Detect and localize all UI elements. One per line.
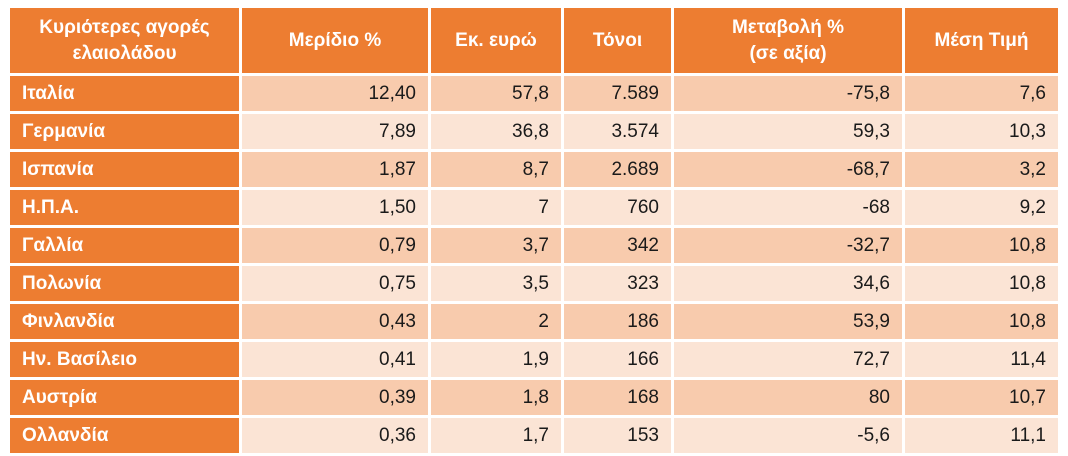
table-row: Πολωνία 0,75 3,5 323 34,6 10,8 [10,266,1058,304]
table-header-row: Κυριότερες αγορές ελαιολάδου Μερίδιο % Ε… [10,8,1058,76]
share-cell: 1,50 [242,190,431,228]
olive-oil-markets-table: Κυριότερες αγορές ελαιολάδου Μερίδιο % Ε… [10,8,1058,456]
tonnes-cell: 760 [564,190,674,228]
change-cell: 72,7 [674,342,905,380]
header-avg-price: Μέση Τιμή [905,8,1058,76]
avg-price-cell: 10,7 [905,380,1058,418]
change-cell: 59,3 [674,114,905,152]
tonnes-cell: 323 [564,266,674,304]
country-cell: Πολωνία [10,266,242,304]
share-cell: 7,89 [242,114,431,152]
million-euro-cell: 3,7 [431,228,564,266]
olive-oil-markets-table-container: Κυριότερες αγορές ελαιολάδου Μερίδιο % Ε… [10,8,1058,456]
million-euro-cell: 1,8 [431,380,564,418]
share-cell: 0,41 [242,342,431,380]
change-cell: -5,6 [674,418,905,456]
change-cell: -75,8 [674,76,905,114]
header-million-euro-label: Εκ. ευρώ [455,29,537,51]
country-cell: Η.Π.Α. [10,190,242,228]
table-row: Ην. Βασίλειο 0,41 1,9 166 72,7 11,4 [10,342,1058,380]
header-avg-price-label: Μέση Τιμή [934,29,1029,51]
avg-price-cell: 7,6 [905,76,1058,114]
avg-price-cell: 10,8 [905,228,1058,266]
tonnes-cell: 7.589 [564,76,674,114]
header-change-line1: Μεταβολή % [731,16,845,38]
country-cell: Φινλανδία [10,304,242,342]
million-euro-cell: 36,8 [431,114,564,152]
header-tonnes-label: Τόνοι [592,29,643,51]
tonnes-cell: 2.689 [564,152,674,190]
million-euro-cell: 8,7 [431,152,564,190]
change-cell: -32,7 [674,228,905,266]
header-tonnes: Τόνοι [564,8,674,76]
avg-price-cell: 11,1 [905,418,1058,456]
country-cell: Γαλλία [10,228,242,266]
million-euro-cell: 7 [431,190,564,228]
country-cell: Ιταλία [10,76,242,114]
country-cell: Αυστρία [10,380,242,418]
million-euro-cell: 57,8 [431,76,564,114]
change-cell: -68,7 [674,152,905,190]
avg-price-cell: 10,3 [905,114,1058,152]
share-cell: 1,87 [242,152,431,190]
table-row: Γαλλία 0,79 3,7 342 -32,7 10,8 [10,228,1058,266]
header-markets-line2: ελαιολάδου [72,42,177,64]
change-cell: 80 [674,380,905,418]
header-change-line2: (σε αξία) [749,42,827,64]
share-cell: 0,43 [242,304,431,342]
header-markets-line1: Κυριότερες αγορές [39,16,210,38]
avg-price-cell: 10,8 [905,304,1058,342]
million-euro-cell: 3,5 [431,266,564,304]
tonnes-cell: 3.574 [564,114,674,152]
million-euro-cell: 2 [431,304,564,342]
tonnes-cell: 168 [564,380,674,418]
share-cell: 0,39 [242,380,431,418]
country-cell: Ην. Βασίλειο [10,342,242,380]
million-euro-cell: 1,7 [431,418,564,456]
table-row: Ολλανδία 0,36 1,7 153 -5,6 11,1 [10,418,1058,456]
header-change: Μεταβολή % (σε αξία) [674,8,905,76]
avg-price-cell: 9,2 [905,190,1058,228]
header-markets: Κυριότερες αγορές ελαιολάδου [10,8,242,76]
tonnes-cell: 342 [564,228,674,266]
header-million-euro: Εκ. ευρώ [431,8,564,76]
avg-price-cell: 3,2 [905,152,1058,190]
table-row: Γερμανία 7,89 36,8 3.574 59,3 10,3 [10,114,1058,152]
table-row: Φινλανδία 0,43 2 186 53,9 10,8 [10,304,1058,342]
avg-price-cell: 10,8 [905,266,1058,304]
table-row: Αυστρία 0,39 1,8 168 80 10,7 [10,380,1058,418]
tonnes-cell: 166 [564,342,674,380]
avg-price-cell: 11,4 [905,342,1058,380]
table-row: Η.Π.Α. 1,50 7 760 -68 9,2 [10,190,1058,228]
share-cell: 12,40 [242,76,431,114]
share-cell: 0,36 [242,418,431,456]
million-euro-cell: 1,9 [431,342,564,380]
change-cell: 34,6 [674,266,905,304]
table-row: Ιταλία 12,40 57,8 7.589 -75,8 7,6 [10,76,1058,114]
change-cell: -68 [674,190,905,228]
change-cell: 53,9 [674,304,905,342]
header-share: Μερίδιο % [242,8,431,76]
country-cell: Ολλανδία [10,418,242,456]
country-cell: Ισπανία [10,152,242,190]
table-row: Ισπανία 1,87 8,7 2.689 -68,7 3,2 [10,152,1058,190]
tonnes-cell: 186 [564,304,674,342]
share-cell: 0,79 [242,228,431,266]
share-cell: 0,75 [242,266,431,304]
header-share-label: Μερίδιο % [288,29,382,51]
tonnes-cell: 153 [564,418,674,456]
country-cell: Γερμανία [10,114,242,152]
